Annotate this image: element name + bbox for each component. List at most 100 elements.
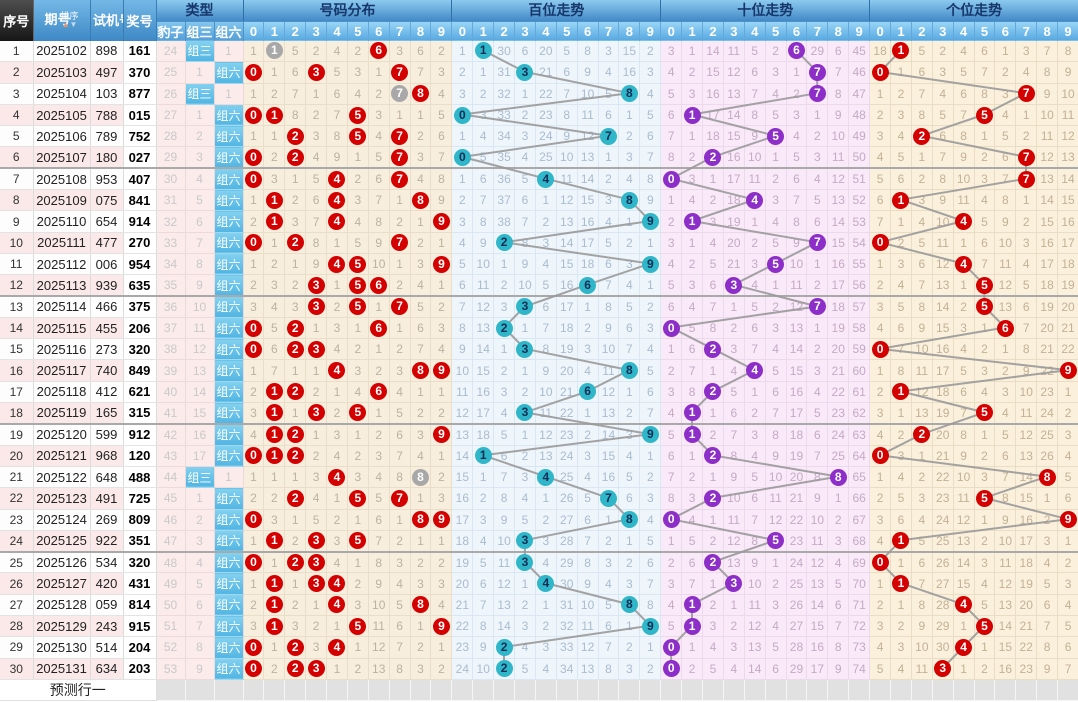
prediction-empty-cell[interactable] <box>214 678 244 701</box>
prediction-empty-cell[interactable] <box>535 678 557 701</box>
prediction-empty-cell[interactable] <box>660 678 683 701</box>
sort-desc-icon[interactable]: ▼ <box>69 19 78 29</box>
hit-circle: 1 <box>892 191 910 209</box>
grid-cell: 1 <box>806 104 829 127</box>
prediction-empty-cell[interactable] <box>994 678 1017 701</box>
grid-cell: 9 <box>472 636 495 659</box>
hit-circle: 0 <box>453 106 471 124</box>
grid-cell: 1 <box>410 210 432 233</box>
prediction-empty-cell[interactable] <box>472 678 495 701</box>
prediction-empty-cell[interactable] <box>911 678 933 701</box>
test-number-cell: 740 <box>90 359 124 382</box>
prediction-empty-cell[interactable] <box>284 678 307 701</box>
prediction-empty-cell[interactable] <box>514 678 536 701</box>
grid-cell: 1 <box>890 594 912 617</box>
grid-cell: 2 <box>702 423 724 446</box>
grid-cell: 16 <box>472 381 495 404</box>
grid-cell: 3 <box>639 61 662 84</box>
grid-cell: 1 <box>869 359 892 382</box>
prediction-empty-cell[interactable] <box>1036 678 1059 701</box>
grid-cell: 1 <box>430 232 453 254</box>
prediction-empty-cell[interactable] <box>1015 678 1038 701</box>
prediction-empty-cell[interactable] <box>932 678 954 701</box>
prediction-empty-cell[interactable] <box>744 678 766 701</box>
period-cell: 2025110 <box>33 210 91 233</box>
prediction-empty-cell[interactable] <box>577 678 599 701</box>
hit-circle: 7 <box>391 234 409 252</box>
grid-cell: 7 <box>806 232 829 254</box>
prediction-empty-cell[interactable] <box>890 678 912 701</box>
header-period[interactable]: 期号 排序 ▲▼ <box>33 0 91 41</box>
hit-circle: 3 <box>516 532 534 550</box>
prediction-empty-cell[interactable] <box>156 678 186 701</box>
prediction-empty-cell[interactable] <box>974 678 996 701</box>
grid-cell: 3 <box>1036 530 1059 553</box>
grid-cell: 28 <box>932 594 954 617</box>
grid-cell: 7 <box>389 146 411 170</box>
grid-cell: 6 <box>681 551 704 574</box>
sort-asc-icon[interactable]: ▲ <box>61 19 70 29</box>
prediction-empty-cell[interactable] <box>451 678 474 701</box>
grid-cell: 8 <box>744 530 766 553</box>
prediction-empty-cell[interactable] <box>347 678 369 701</box>
grid-cell: 4 <box>535 658 557 680</box>
digit-header: 9 <box>848 21 871 41</box>
prediction-empty-cell[interactable] <box>326 678 348 701</box>
hit-circle: 5 <box>349 276 367 294</box>
grid-cell: 0 <box>242 168 265 191</box>
prediction-empty-cell[interactable] <box>806 678 829 701</box>
prediction-empty-cell[interactable] <box>410 678 432 701</box>
grid-cell: 8 <box>786 210 808 233</box>
grid-cell: 15 <box>723 125 745 148</box>
grid-cell: 2 <box>305 40 328 63</box>
grid-cell: 1 <box>410 487 432 510</box>
prediction-empty-cell[interactable] <box>681 678 704 701</box>
hit-circle: 7 <box>391 148 409 166</box>
prediction-empty-cell[interactable] <box>430 678 453 701</box>
grid-cell: 4 <box>598 61 620 84</box>
grid-cell: 6 <box>535 296 557 318</box>
table-row: 20 2025121 968 120 43 17 组六 0 1 2 2 4 2 3 7 4 1 14 1 6 2 13 24… <box>0 445 1078 467</box>
prediction-empty-cell[interactable] <box>702 678 724 701</box>
grid-cell: 9 <box>639 253 662 276</box>
prediction-empty-cell[interactable] <box>243 678 265 701</box>
prediction-empty-cell[interactable] <box>185 678 215 701</box>
grid-cell: 6 <box>514 189 536 212</box>
grid-cell: 3 <box>410 572 432 595</box>
prediction-empty-cell[interactable] <box>639 678 662 701</box>
grid-cell: 0 <box>242 232 265 254</box>
prediction-empty-cell[interactable] <box>723 678 745 701</box>
prediction-empty-cell[interactable] <box>786 678 808 701</box>
prediction-empty-cell[interactable] <box>618 678 641 701</box>
hit-circle: 0 <box>662 660 680 678</box>
sort-widget[interactable]: 排序 ▲▼ <box>60 11 78 29</box>
prediction-empty-cell[interactable] <box>389 678 411 701</box>
grid-cell: 2 <box>263 146 286 170</box>
prediction-empty-cell[interactable] <box>953 678 975 701</box>
grid-cell: 10 <box>723 487 745 510</box>
hit-circle: 0 <box>662 511 680 529</box>
grid-cell: 3 <box>827 530 850 553</box>
grid-cell: 16 <box>994 658 1017 680</box>
prediction-empty-cell[interactable] <box>556 678 578 701</box>
hit-circle: 8 <box>411 85 429 103</box>
prediction-empty-cell[interactable] <box>848 678 871 701</box>
prediction-empty-cell[interactable] <box>1057 678 1078 701</box>
prediction-empty-cell[interactable] <box>493 678 516 701</box>
hit-circle: 3 <box>307 276 325 294</box>
grid-cell: 20 <box>556 359 578 382</box>
grid-cell: 1 <box>598 146 620 170</box>
prediction-empty-cell[interactable] <box>765 678 787 701</box>
prediction-empty-cell[interactable] <box>869 678 892 701</box>
grid-cell: 3 <box>347 189 369 212</box>
grid-cell: 2 <box>702 530 724 553</box>
prediction-empty-cell[interactable] <box>263 678 286 701</box>
grid-cell: 3 <box>869 615 892 638</box>
period-cell: 2025125 <box>33 530 91 553</box>
prediction-empty-cell[interactable] <box>827 678 850 701</box>
prediction-empty-cell[interactable] <box>305 678 328 701</box>
grid-cell: 17 <box>827 274 850 298</box>
prediction-empty-cell[interactable] <box>598 678 620 701</box>
prediction-empty-cell[interactable] <box>368 678 390 701</box>
grid-cell: 18 <box>451 530 474 553</box>
